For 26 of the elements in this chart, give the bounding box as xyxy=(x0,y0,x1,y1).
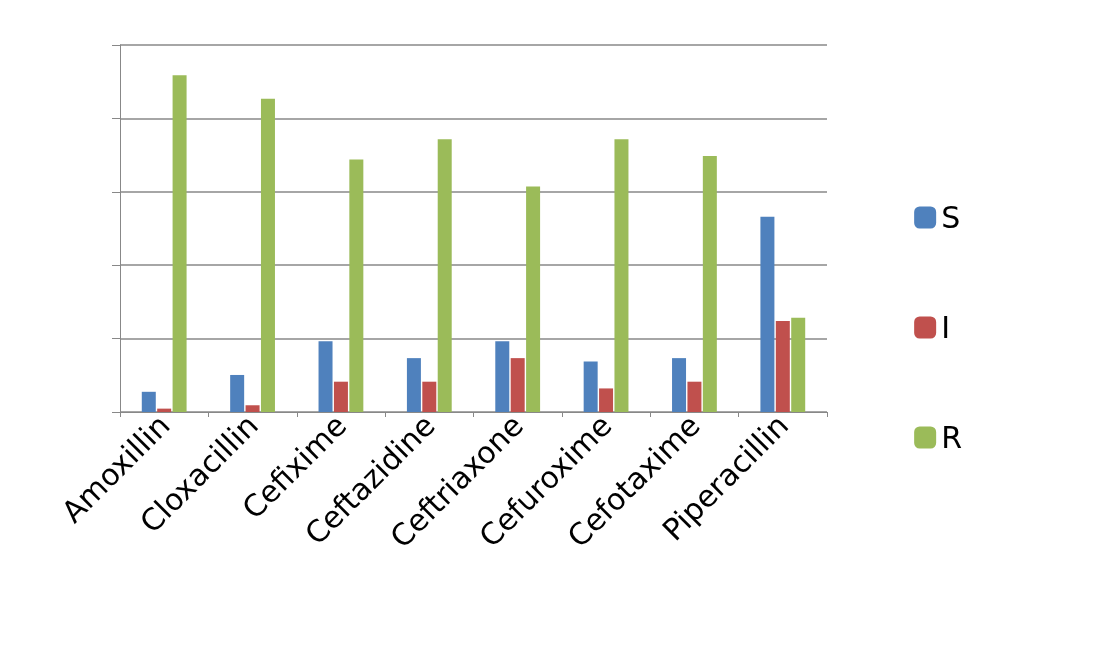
bar xyxy=(333,381,348,412)
bar xyxy=(760,216,775,412)
bar xyxy=(141,391,156,412)
bar xyxy=(406,358,421,412)
bar xyxy=(318,341,333,412)
bar xyxy=(702,156,717,412)
bar xyxy=(349,159,364,412)
bar xyxy=(791,317,806,412)
bar xyxy=(775,321,790,412)
bar xyxy=(245,405,260,412)
legend-label: S xyxy=(941,200,961,235)
bar xyxy=(526,186,541,412)
legend-label: R xyxy=(941,420,963,455)
bar xyxy=(495,341,510,412)
bar xyxy=(230,374,245,412)
bar xyxy=(672,358,687,412)
bar xyxy=(687,381,702,412)
bar xyxy=(422,381,437,412)
bar xyxy=(583,361,598,412)
bar xyxy=(260,98,275,412)
bar xyxy=(510,358,525,412)
legend-label: I xyxy=(941,310,951,345)
bar xyxy=(599,388,614,412)
bar xyxy=(614,139,629,412)
bar xyxy=(437,139,452,412)
bar xyxy=(172,75,187,412)
